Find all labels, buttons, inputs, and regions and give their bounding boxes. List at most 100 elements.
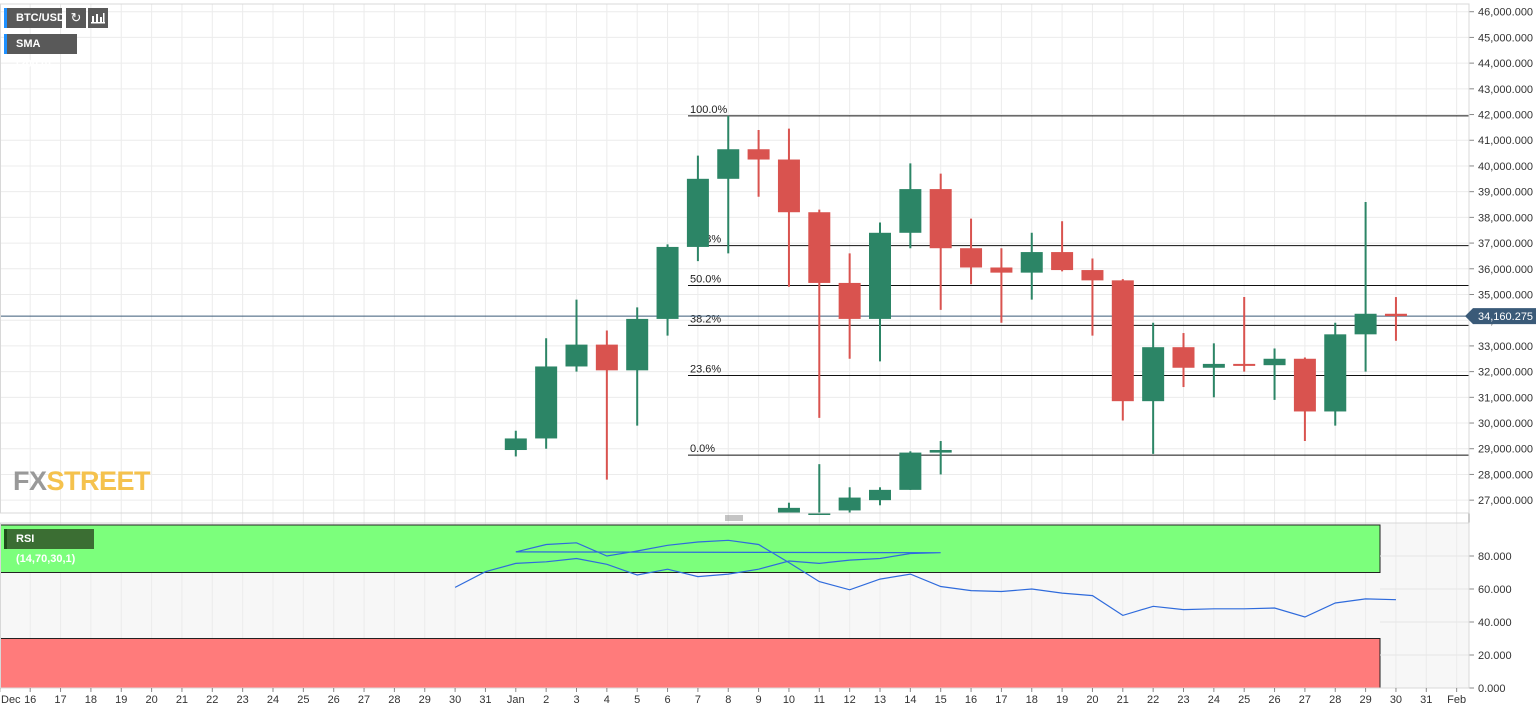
rsi-line bbox=[454, 539, 1397, 618]
price-axis-label: 40,000.000 bbox=[1478, 161, 1533, 173]
candle bbox=[808, 209, 831, 418]
candle bbox=[595, 330, 618, 480]
x-axis-label: 8 bbox=[725, 694, 731, 706]
x-axis-label: 24 bbox=[1208, 694, 1220, 706]
candle bbox=[899, 163, 922, 249]
panel-splitter-handle[interactable] bbox=[725, 515, 743, 521]
candle-body bbox=[1020, 252, 1043, 273]
x-axis-label: 2 bbox=[543, 694, 549, 706]
price-axis-label: 30,000.000 bbox=[1478, 418, 1533, 430]
candle-body bbox=[626, 318, 649, 371]
sma-indicator-label[interactable]: SMA (200,0) bbox=[4, 34, 77, 70]
x-axis-label: 11 bbox=[814, 694, 825, 706]
rsi-axis-label: 40.000 bbox=[1478, 617, 1512, 629]
last-price-badge-bg bbox=[1465, 308, 1536, 325]
fib-level-label: 0.0% bbox=[690, 443, 715, 455]
symbol-label[interactable]: BTC/USD bbox=[4, 8, 65, 28]
x-axis-label: 28 bbox=[388, 694, 400, 706]
candle-body bbox=[929, 189, 952, 249]
candle bbox=[535, 338, 558, 449]
price-axis-label: 39,000.000 bbox=[1478, 187, 1533, 199]
candle-body bbox=[535, 366, 558, 439]
rsi-indicator-label[interactable]: RSI (14,70,30,1) bbox=[4, 529, 94, 565]
x-axis-label: 27 bbox=[1299, 694, 1311, 706]
x-axis-label: 19 bbox=[1056, 694, 1068, 706]
candle bbox=[1233, 297, 1256, 372]
candle-body bbox=[717, 149, 740, 179]
candle-body bbox=[1051, 252, 1074, 271]
last-price-value: 34,160.275 bbox=[1478, 311, 1533, 323]
rsi-axis-label: 60.000 bbox=[1478, 584, 1512, 596]
x-axis-label: 30 bbox=[1390, 694, 1402, 706]
bar-chart-settings-icon[interactable] bbox=[88, 8, 108, 28]
x-axis-label: 17 bbox=[995, 694, 1007, 706]
candle bbox=[869, 222, 891, 362]
candle bbox=[1172, 333, 1195, 388]
x-axis-label: 16 bbox=[24, 694, 36, 706]
candle-body bbox=[990, 267, 1013, 273]
candle bbox=[1202, 343, 1225, 398]
x-axis-label: 23 bbox=[1177, 694, 1189, 706]
x-axis-label: 12 bbox=[844, 694, 856, 706]
x-axis-label: 23 bbox=[237, 694, 249, 706]
x-axis-label: 22 bbox=[206, 694, 218, 706]
x-axis-label: 6 bbox=[664, 694, 670, 706]
price-axis-label: 32,000.000 bbox=[1478, 367, 1533, 379]
candle-body bbox=[777, 159, 800, 213]
rsi-axis-label: 20.000 bbox=[1478, 650, 1512, 662]
rsi-panel-border bbox=[0, 522, 1470, 689]
candle bbox=[504, 430, 527, 457]
x-axis-label: 24 bbox=[267, 694, 279, 706]
x-axis: Dec 16 17 18 19 20 21 22 23 24 25 26 27 28 29 30 31 Jan 2 3… bbox=[0, 688, 1466, 706]
watermark-fx: FX bbox=[13, 466, 47, 496]
x-axis-label: 19 bbox=[115, 694, 127, 706]
x-axis-label: 9 bbox=[756, 694, 762, 706]
candle bbox=[1142, 322, 1165, 454]
candle-body bbox=[777, 507, 800, 513]
price-axis-label: 31,000.000 bbox=[1478, 392, 1533, 404]
candle bbox=[960, 218, 983, 285]
candle-body bbox=[899, 189, 922, 233]
candle-body bbox=[1081, 270, 1104, 281]
candle-body bbox=[565, 344, 588, 367]
candle bbox=[1354, 201, 1377, 372]
fib-level-label: 100.0% bbox=[690, 104, 728, 116]
price-axis-label: 27,000.000 bbox=[1478, 495, 1533, 507]
x-axis-label: 15 bbox=[935, 694, 947, 706]
candle bbox=[1324, 322, 1347, 426]
price-axis-label: 35,000.000 bbox=[1478, 289, 1533, 301]
candle-body bbox=[686, 178, 709, 247]
candle bbox=[869, 487, 891, 506]
x-axis-label: 22 bbox=[1147, 694, 1159, 706]
x-axis-label: 20 bbox=[1086, 694, 1098, 706]
candle bbox=[990, 248, 1013, 323]
candle-body bbox=[1263, 358, 1286, 366]
candle-body bbox=[808, 513, 831, 515]
price-axis-label: 36,000.000 bbox=[1478, 264, 1533, 276]
candle bbox=[626, 307, 649, 426]
x-axis-label: 26 bbox=[328, 694, 340, 706]
x-axis-label: 18 bbox=[85, 694, 97, 706]
candle-body bbox=[595, 344, 618, 371]
candle-body bbox=[929, 450, 952, 453]
price-axis-label: 41,000.000 bbox=[1478, 135, 1533, 147]
x-axis-label: 31 bbox=[479, 694, 491, 706]
x-axis-label: 26 bbox=[1268, 694, 1280, 706]
candle-body bbox=[656, 246, 679, 319]
refresh-icon[interactable]: ↻ bbox=[66, 8, 86, 28]
last-price-badge: 34,160.275 bbox=[1465, 308, 1536, 325]
candle-body bbox=[1384, 313, 1407, 317]
candle bbox=[777, 128, 800, 287]
candle-body bbox=[504, 438, 527, 451]
x-axis-label: 27 bbox=[358, 694, 370, 706]
candles bbox=[504, 115, 1407, 515]
candle bbox=[1384, 297, 1407, 341]
x-axis-label: 28 bbox=[1329, 694, 1341, 706]
x-axis-label: 18 bbox=[1026, 694, 1038, 706]
x-axis-label: 3 bbox=[573, 694, 579, 706]
x-axis-label: 10 bbox=[783, 694, 795, 706]
candle-body bbox=[899, 452, 922, 490]
candle-body bbox=[1233, 363, 1256, 366]
candle bbox=[1293, 357, 1316, 442]
